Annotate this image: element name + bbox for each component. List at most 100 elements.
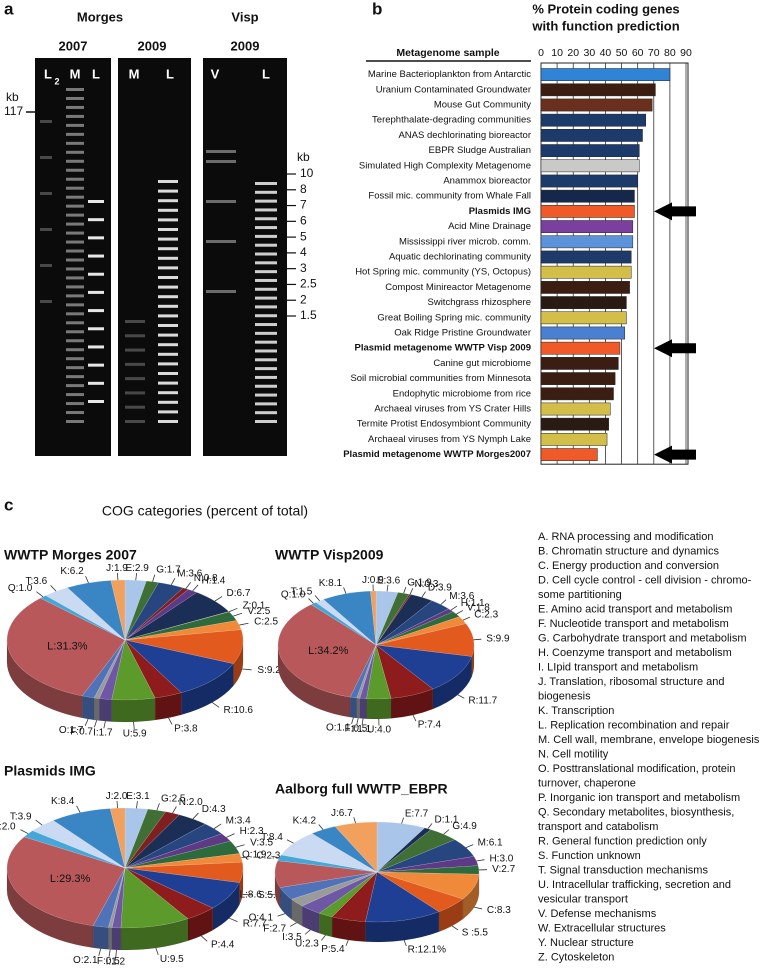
bar [540,98,653,112]
y-tick-label: Acid Mine Drainage [448,221,531,232]
data-label: N:0.3 [415,579,439,590]
legend-entry: turnover, chaperone [538,777,636,789]
gels [35,58,287,456]
leader-line [361,718,364,726]
gel-band [255,420,277,423]
y-tick-label: Plasmid metagenome WWTP Visp 2009 [354,343,531,354]
gel-band [66,276,84,280]
leader-line [233,612,243,617]
size-label: 10 [300,166,314,180]
gel-band [158,247,178,251]
leader-line [213,823,222,829]
pie-side [319,912,333,938]
leader-line [314,595,320,602]
y-tick-label: Compost Minireactor Metagenome [385,282,531,293]
gel-band [255,243,277,247]
size-label: 6 [300,214,307,228]
gel-band [88,400,104,403]
data-label: K:4.2 [293,816,317,827]
gel-band [88,309,104,313]
gel-band [66,123,84,127]
year-label: 2009 [231,38,260,53]
pie-slice [376,821,426,873]
leader-line [228,607,238,613]
x-tick-label: 60 [632,47,644,59]
pie-slice [310,602,377,646]
gel-band [158,391,178,395]
pie-slice [349,644,377,699]
y-tick-label: Simulated High Complexity Metagenome [359,160,531,171]
data-label: O:2.1 [73,955,98,966]
legend-entry: U. Intracellular trafficking, secretion … [538,879,731,891]
pie-slice [93,639,126,699]
bar [540,235,634,249]
gel-band [158,266,178,270]
data-label: F:2.7 [263,924,286,935]
leader-line [401,817,404,824]
gel-band [66,321,84,325]
data-label: G:4.9 [452,821,477,832]
pie-side [432,656,472,710]
data-label: H:1.4 [201,576,225,587]
leader-line [239,622,249,626]
leader-line [116,572,119,581]
legend-entry: J. Translation, ribosomal structure and [538,676,724,688]
y-tick-label: Soil microbial communities from Minnesot… [350,373,531,384]
gel-band [88,327,104,331]
leader-line [353,817,356,824]
x-tick-label: 20 [567,47,579,59]
gel-band [255,305,277,309]
legend-entry: transport and catabolism [538,821,658,833]
legend-entry: H. Coenzyme transport and metabolism [538,647,732,659]
gel-band [158,410,178,414]
lane-label: M [70,66,81,81]
data-label: T:1.5 [291,587,313,598]
bar [540,189,635,203]
y-tick-label: Plasmids IMG [469,206,531,217]
legend-entry: T. Signal transduction mechanisms [538,864,708,876]
gel-band [66,195,84,199]
leader-line [242,894,253,896]
legend-entry: C. Energy production and conversion [538,560,719,572]
gel-band [255,314,277,318]
gel-band [158,189,178,193]
gel-band [255,182,277,185]
gel-band [255,234,277,238]
pie-slice [301,871,378,914]
size-label: 3 [300,261,307,275]
data-label: U:5.9 [123,728,147,739]
gel-band [125,362,145,366]
y-tick-label: Oak Ridge Pristine Groundwater [394,328,531,339]
pie-slice [375,644,434,699]
legend-entry: some partitioning [538,589,622,601]
gel-band [125,391,145,395]
data-label: O:1.1 [326,723,351,734]
data-label: T:3.9 [10,811,32,822]
gel-band [66,231,84,235]
gel-band [40,228,52,231]
leader-line [172,806,177,814]
data-label: Z:0.1 [243,601,266,612]
gel-band [40,192,52,195]
leader-line [136,801,138,809]
leader-line [211,702,220,708]
leader-line [474,906,483,910]
y-tick-label: Uranium Contaminated Groundwater [376,84,531,95]
gel-band [255,384,277,388]
gel-band [255,367,277,371]
data-label: N:0.8 [194,573,218,584]
pie-slice [376,871,464,912]
gel-band [255,375,277,379]
gel-band [158,372,178,375]
bar [540,129,643,142]
bar [540,417,609,431]
gel-band [255,411,277,415]
gel-band [255,393,277,397]
y-tick-label: Mouse Gut Community [434,100,531,111]
bar [540,83,656,97]
pie-slice [124,639,182,699]
pie-slice [124,823,223,869]
data-label: K:6.2 [60,566,84,577]
pie-side [349,696,357,719]
